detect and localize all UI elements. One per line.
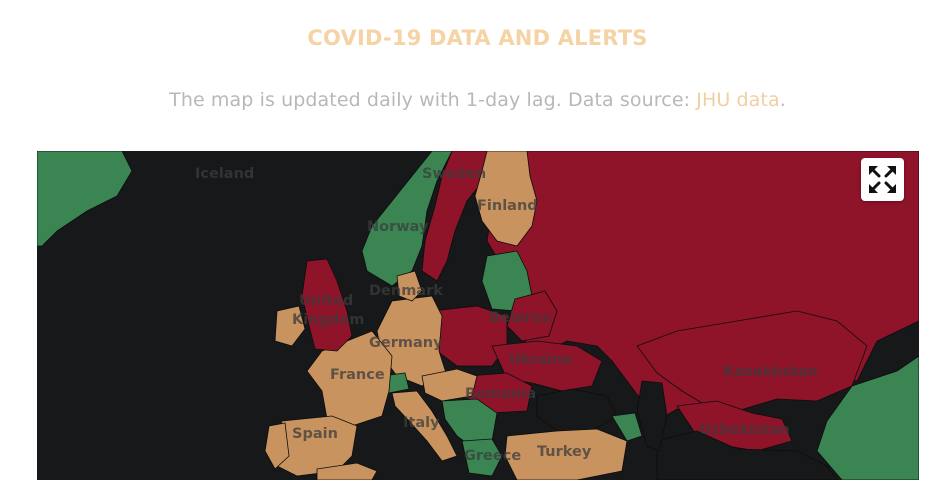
label-finland: Finland [477,198,538,214]
label-denmark: Denmark [369,283,443,299]
black-sea [536,388,618,432]
central-asia-dark [656,430,838,480]
caucasus-region[interactable] [611,412,643,442]
description-suffix: . [779,89,786,111]
map-description: The map is updated daily with 1-day lag.… [0,89,945,111]
central-europe-region[interactable] [421,368,478,402]
label-greece: Greece [464,448,521,464]
finland-region[interactable] [474,151,538,247]
label-belarus: Belarus [489,310,551,326]
caspian-sea [636,380,668,452]
page-title: COVID-19 DATA AND ALERTS [307,26,648,50]
turkey-region[interactable] [504,428,628,480]
label-ukraine: Ukraine [509,352,573,368]
label-turkey: Turkey [537,444,592,460]
description-text: The map is updated daily with 1-day lag.… [169,89,697,111]
uk-region[interactable] [301,258,353,352]
iceland-region[interactable] [37,151,133,247]
map-canvas[interactable]: Iceland Sweden Finland Norway United Kin… [37,151,919,480]
label-kingdom: Kingdom [292,312,364,328]
portugal-region[interactable] [264,422,290,470]
label-sweden: Sweden [422,166,486,182]
label-iceland: Iceland [195,166,254,182]
ireland-region[interactable] [274,305,306,347]
greece-region[interactable] [461,438,503,477]
label-italy: Italy [403,415,440,431]
italy-region[interactable] [391,390,458,462]
north-africa-region[interactable] [316,462,378,480]
east-green-region[interactable] [816,355,919,480]
label-united: United [299,293,353,309]
label-romania: Romania [465,386,536,402]
norway-region[interactable] [361,151,453,287]
label-germany: Germany [369,335,443,351]
label-france: France [330,367,385,383]
kazakhstan-region[interactable] [636,310,868,412]
covid-map[interactable]: Iceland Sweden Finland Norway United Kin… [37,151,919,480]
expand-arrows-icon [869,166,896,193]
label-kazakhstan: Kazakhstan [723,364,818,380]
denmark-region[interactable] [396,270,423,302]
france-region[interactable] [306,330,393,427]
fullscreen-button[interactable] [861,158,904,201]
label-spain: Spain [292,426,338,442]
label-uzbekistan: Uzbekistan [699,422,790,438]
data-source-link[interactable]: JHU data [696,89,780,111]
label-norway: Norway [367,219,429,235]
